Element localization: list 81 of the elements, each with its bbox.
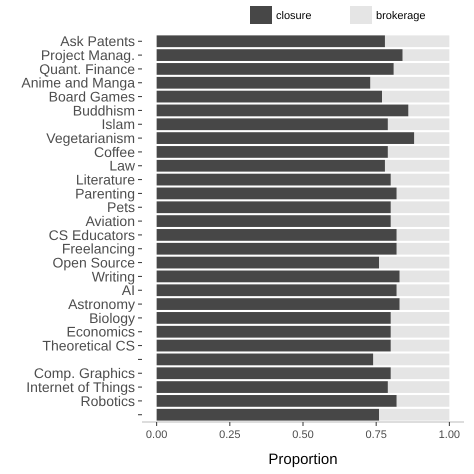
bar [390, 326, 450, 338]
bar [156, 118, 388, 130]
bar [394, 63, 450, 75]
bar [156, 256, 380, 268]
bar [390, 215, 450, 227]
y-tick-label: Aviation [85, 212, 135, 229]
y-tick-label: Coffee [94, 144, 136, 160]
x-tick-label: 0.75 [365, 429, 387, 441]
x-tick-label: 0.25 [219, 429, 241, 441]
bar [156, 340, 391, 352]
legend-label: brokerage [376, 10, 426, 22]
bar [379, 408, 450, 421]
bar [156, 76, 370, 89]
bar [156, 201, 391, 214]
y-tick-label: Buddhism [72, 102, 135, 118]
x-axis-title: Proportion [268, 451, 338, 468]
bar [384, 160, 450, 172]
bar [156, 132, 414, 144]
y-tick-label: Law [109, 158, 136, 174]
bar [156, 381, 388, 393]
y-tick-label: CS Educators [48, 226, 135, 243]
bar [156, 312, 391, 324]
bar [156, 270, 400, 282]
y-tick-label: Comp. Graphics [34, 365, 135, 382]
bar [390, 312, 450, 324]
bar [156, 215, 391, 227]
bar [388, 146, 450, 158]
bar [156, 326, 391, 338]
y-tick-label: Theoretical CS [42, 337, 135, 354]
bar [396, 395, 450, 407]
bar [400, 298, 450, 310]
legend-label: closure [276, 10, 312, 22]
y-tick-label: Writing [92, 268, 135, 284]
y-tick-label: Parenting [75, 185, 135, 202]
bar [396, 284, 450, 296]
bar [396, 229, 450, 241]
bar [373, 354, 450, 366]
y-tick-label: Internet of Things [26, 378, 135, 395]
bar [382, 90, 450, 102]
bar [156, 354, 374, 366]
bar [402, 49, 450, 61]
bar [156, 35, 385, 48]
bar [156, 90, 382, 102]
y-tick-label: Freelancing [62, 240, 135, 257]
bar [156, 188, 397, 200]
y-tick-label: Islam [102, 116, 135, 132]
bar [156, 63, 394, 75]
bar [370, 76, 450, 89]
bar [156, 298, 400, 310]
bar [414, 132, 450, 144]
bar [156, 408, 380, 421]
bar [156, 160, 385, 172]
bar [156, 174, 391, 186]
bar [156, 146, 388, 158]
bar [390, 174, 450, 186]
bar [156, 395, 397, 407]
y-tick-label: Astronomy [68, 296, 135, 312]
bar [384, 35, 450, 48]
bar [379, 256, 450, 268]
bar [396, 188, 450, 200]
bar [390, 340, 450, 352]
y-tick-label: Project Manag. [40, 46, 135, 63]
bar [156, 49, 403, 61]
bar [156, 242, 397, 255]
bar [156, 104, 408, 116]
bar [408, 104, 450, 116]
bar [388, 118, 450, 130]
bar [390, 367, 450, 380]
bar [388, 381, 450, 393]
bar [156, 367, 391, 380]
bar [396, 242, 450, 255]
x-tick-label: 0.50 [292, 429, 314, 441]
bar [400, 270, 450, 282]
bar [156, 284, 397, 296]
bar [156, 229, 397, 241]
y-tick-label: Vegetarianism [46, 130, 135, 146]
bar [390, 201, 450, 214]
y-tick-label: Literature [76, 171, 136, 188]
x-tick-label: 1.00 [438, 429, 460, 441]
y-tick-label: Ask Patents [60, 33, 135, 50]
x-tick-label: 0.00 [146, 429, 168, 441]
